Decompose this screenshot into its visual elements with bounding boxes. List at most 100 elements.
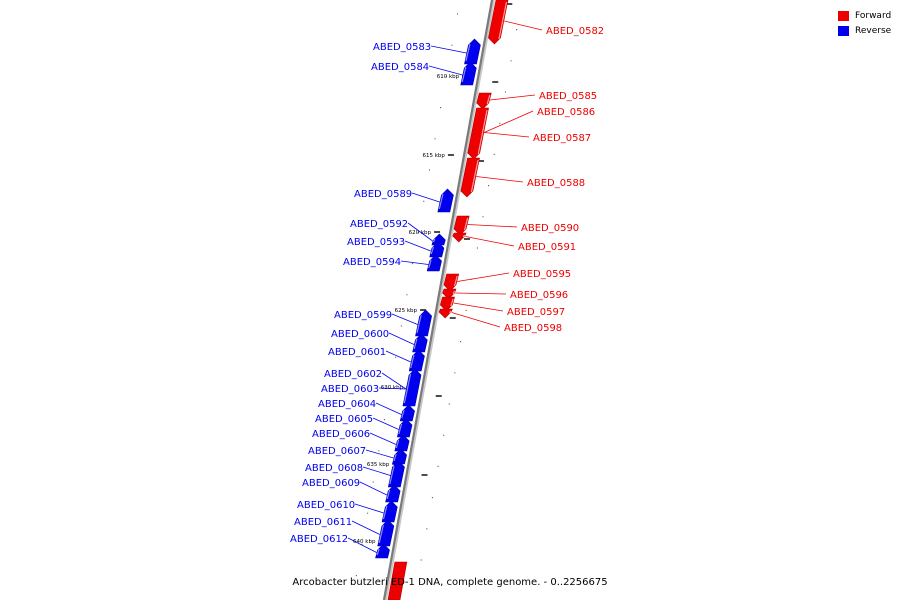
minor-tick [504,91,507,93]
gene-label[interactable]: ABED_0582 [546,26,604,37]
gene-feature[interactable] [426,254,442,272]
gene-bevel [398,423,403,435]
gene-feature[interactable] [394,434,410,452]
gene-label[interactable]: ABED_0589 [354,189,412,200]
gene-bevel [461,66,467,83]
minor-tick [423,200,425,202]
minor-tick [451,44,453,46]
gene-label[interactable]: ABED_0606 [312,429,370,440]
gene-label[interactable]: ABED_0588 [527,178,585,189]
gene-label[interactable]: ABED_0583 [373,42,431,53]
gene-leader-line [359,481,388,496]
gene-leader-line [483,110,534,133]
gene-label[interactable]: ABED_0611 [294,517,352,528]
gene-label[interactable]: ABED_0612 [290,534,348,545]
forward-color-swatch [838,10,849,21]
gene-feature[interactable] [488,0,509,45]
gene-bevel [401,409,405,419]
gene-leader-line [378,387,406,390]
gene-label[interactable]: ABED_0607 [308,446,366,457]
gene-label[interactable]: ABED_0604 [318,399,376,410]
gene-leader-line [391,313,418,325]
gene-feature[interactable] [399,404,415,422]
gene-label[interactable]: ABED_0601 [328,347,386,358]
gene-feature[interactable] [381,500,398,523]
gene-label[interactable]: ABED_0600 [331,329,389,340]
gene-leader-line [388,332,415,345]
gene-feature[interactable] [438,308,453,319]
gene-label[interactable]: ABED_0587 [533,133,591,144]
gene-label[interactable]: ABED_0594 [343,257,401,268]
gene-label[interactable]: ABED_0586 [537,107,595,118]
gene-feature[interactable] [396,418,413,438]
gene-feature[interactable] [408,349,425,372]
minor-tick [445,75,447,77]
gene-label[interactable]: ABED_0599 [334,310,392,321]
gene-feature[interactable] [464,38,481,65]
gene-bevel [452,290,456,295]
gene-feature[interactable] [460,157,480,198]
gene-feature[interactable] [453,215,470,236]
gene-feature[interactable] [442,288,457,300]
minor-tick [499,122,501,124]
gene-feature[interactable] [415,309,432,337]
gene-label[interactable]: ABED_0598 [504,323,562,334]
gene-leader-line [372,417,399,430]
gene-feature[interactable] [412,333,428,353]
gene-feature[interactable] [460,61,477,86]
gene-feature[interactable] [377,519,395,547]
gene-feature[interactable] [437,188,454,213]
gene-feature[interactable] [467,107,489,160]
scale-tick-label: 615 kbp [422,153,445,159]
gene-leader-line [385,350,412,363]
gene-label[interactable]: ABED_0592 [350,219,408,230]
gene-feature[interactable] [452,232,467,243]
scale-tick-label: 625 kbp [395,308,418,314]
gene-label[interactable]: ABED_0610 [297,500,355,511]
gene-label[interactable]: ABED_0596 [510,290,568,301]
gene-bevel [382,505,388,520]
gene-label[interactable]: ABED_0603 [321,384,379,395]
gene-label[interactable]: ABED_0597 [507,307,565,318]
gene-leader-line [347,537,377,553]
gene-label[interactable]: ABED_0608 [305,463,363,474]
gene-bevel [395,439,400,449]
gene-bevel [449,310,452,314]
legend-forward-label: Forward [855,10,892,21]
gene-bevel [416,314,422,334]
gene-label[interactable]: ABED_0602 [324,369,382,380]
gene-leader-line [489,94,536,101]
gene-label[interactable]: ABED_0595 [513,269,571,280]
gene-bevel [463,217,469,231]
minor-tick [406,294,408,296]
gene-label[interactable]: ABED_0585 [539,91,597,102]
minor-tick [355,575,357,577]
minor-tick [420,559,422,561]
gene-leader-line [369,432,397,445]
gene-feature[interactable] [385,484,401,503]
genome-backbone [382,0,495,600]
minor-tick [431,497,434,499]
scale-tick-label: 635 kbp [367,462,390,468]
gene-label[interactable]: ABED_0605 [315,414,373,425]
gene-leader-line [411,192,440,203]
gene-label[interactable]: ABED_0593 [347,237,405,248]
gene-feature[interactable] [440,296,455,312]
gene-label[interactable]: ABED_0584 [371,62,429,73]
gene-leader-line [484,132,530,138]
gene-feature[interactable] [402,368,422,407]
minor-tick [454,372,456,374]
gene-label[interactable]: ABED_0591 [518,242,576,253]
gene-label[interactable]: ABED_0609 [302,478,360,489]
minor-tick [383,419,386,421]
gene-feature[interactable] [443,273,460,292]
minor-tick [367,512,369,514]
gene-feature[interactable] [387,460,405,488]
gene-bevel [486,94,491,105]
gene-feature[interactable] [387,561,408,600]
gene-feature[interactable] [476,92,492,110]
gene-label[interactable]: ABED_0590 [521,223,579,234]
minor-tick [417,231,419,233]
minor-tick [428,169,430,171]
